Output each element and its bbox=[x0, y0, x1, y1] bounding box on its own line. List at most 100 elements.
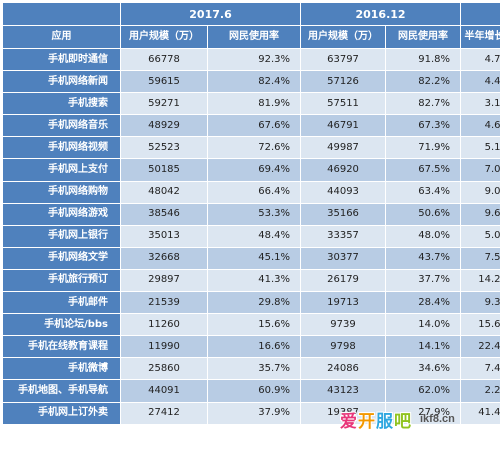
col-header-users-2017: 用户规模（万） bbox=[120, 25, 208, 49]
users-2016-cell: 26179 bbox=[300, 268, 387, 293]
app-cell: 手机即时通信 bbox=[2, 47, 121, 72]
users-2016-cell: 44093 bbox=[300, 180, 387, 204]
app-cell: 手机网上订外卖 bbox=[2, 401, 121, 425]
users-2017-cell: 21539 bbox=[120, 291, 208, 315]
table-body: 手机即时通信6677892.3%6379791.8%4.7%手机网络新闻5961… bbox=[2, 47, 500, 425]
watermark-logo: 爱开服吧 bbox=[340, 411, 412, 432]
app-cell: 手机搜索 bbox=[2, 92, 121, 116]
users-2016-cell: 24086 bbox=[300, 357, 387, 381]
app-cell: 手机网络购物 bbox=[2, 180, 121, 204]
app-cell: 手机网络音乐 bbox=[2, 114, 121, 138]
users-2016-cell: 30377 bbox=[300, 246, 387, 270]
growth-cell: 4.7% bbox=[460, 47, 500, 72]
users-2017-cell: 52523 bbox=[120, 136, 208, 160]
growth-cell: 9.6% bbox=[460, 202, 500, 226]
rate-2016-cell: 67.5% bbox=[385, 158, 462, 182]
rate-2016-cell: 14.0% bbox=[385, 313, 462, 337]
app-cell: 手机邮件 bbox=[2, 291, 121, 315]
col-header-rate-2016: 网民使用率 bbox=[385, 25, 462, 49]
growth-cell: 7.4% bbox=[460, 357, 500, 381]
rate-2017-cell: 72.6% bbox=[206, 136, 302, 160]
app-cell: 手机网络游戏 bbox=[2, 202, 121, 226]
users-2016-cell: 33357 bbox=[300, 224, 387, 248]
users-2016-cell: 57126 bbox=[300, 70, 387, 94]
users-2017-cell: 59271 bbox=[120, 92, 208, 116]
users-2017-cell: 29897 bbox=[120, 268, 208, 293]
users-2016-cell: 35166 bbox=[300, 202, 387, 226]
rate-2016-cell: 14.1% bbox=[385, 335, 462, 359]
users-2016-cell: 19713 bbox=[300, 291, 387, 315]
app-cell: 手机网络文学 bbox=[2, 246, 121, 270]
users-2016-cell: 46791 bbox=[300, 114, 387, 138]
users-2017-cell: 59615 bbox=[120, 70, 208, 94]
rate-2017-cell: 66.4% bbox=[206, 180, 302, 204]
users-2016-cell: 63797 bbox=[300, 47, 387, 72]
growth-cell: 41.4% bbox=[460, 401, 500, 425]
rate-2017-cell: 15.6% bbox=[206, 313, 302, 337]
users-2016-cell: 46920 bbox=[300, 158, 387, 182]
site-watermark: 爱开服吧 ikf8.cn bbox=[340, 408, 498, 432]
app-cell: 手机论坛/bbs bbox=[2, 313, 121, 337]
app-cell: 手机网络视频 bbox=[2, 136, 121, 160]
app-usage-table: 2017.6 2016.12 应用 用户规模（万） 网民使用率 用户规模（万） … bbox=[2, 2, 500, 425]
app-cell: 手机在线教育课程 bbox=[2, 335, 121, 359]
app-cell: 手机网上银行 bbox=[2, 224, 121, 248]
rate-2017-cell: 67.6% bbox=[206, 114, 302, 138]
period-2017-header: 2017.6 bbox=[119, 2, 302, 26]
growth-cell: 4.6% bbox=[460, 114, 500, 138]
app-cell: 手机地图、手机导航 bbox=[2, 379, 121, 403]
users-2017-cell: 11260 bbox=[120, 313, 208, 337]
rate-2017-cell: 82.4% bbox=[206, 70, 302, 94]
rate-2017-cell: 48.4% bbox=[206, 224, 302, 248]
rate-2017-cell: 16.6% bbox=[206, 335, 302, 359]
rate-2017-cell: 81.9% bbox=[206, 92, 302, 116]
users-2017-cell: 25860 bbox=[120, 357, 208, 381]
growth-cell: 4.4% bbox=[460, 70, 500, 94]
rate-2016-cell: 48.0% bbox=[385, 224, 462, 248]
rate-2017-cell: 45.1% bbox=[206, 246, 302, 270]
growth-cell: 7.0% bbox=[460, 158, 500, 182]
rate-2016-cell: 71.9% bbox=[385, 136, 462, 160]
users-2017-cell: 48929 bbox=[120, 114, 208, 138]
users-2016-cell: 43123 bbox=[300, 379, 387, 403]
growth-cell: 15.6% bbox=[460, 313, 500, 337]
users-2016-cell: 9798 bbox=[300, 335, 387, 359]
col-header-app: 应用 bbox=[2, 25, 121, 49]
users-2017-cell: 38546 bbox=[120, 202, 208, 226]
users-2017-cell: 48042 bbox=[120, 180, 208, 204]
rate-2016-cell: 82.2% bbox=[385, 70, 462, 94]
app-cell: 手机网上支付 bbox=[2, 158, 121, 182]
rate-2017-cell: 69.4% bbox=[206, 158, 302, 182]
rate-2016-cell: 28.4% bbox=[385, 291, 462, 315]
app-cell: 手机网络新闻 bbox=[2, 70, 121, 94]
growth-cell: 2.2% bbox=[460, 379, 500, 403]
growth-cell: 9.3% bbox=[460, 291, 500, 315]
rate-2016-cell: 34.6% bbox=[385, 357, 462, 381]
rate-2017-cell: 37.9% bbox=[206, 401, 302, 425]
users-2017-cell: 44091 bbox=[120, 379, 208, 403]
users-2016-cell: 49987 bbox=[300, 136, 387, 160]
watermark-url: ikf8.cn bbox=[420, 413, 455, 425]
users-2016-cell: 57511 bbox=[300, 92, 387, 116]
growth-cell: 22.4% bbox=[460, 335, 500, 359]
rate-2016-cell: 62.0% bbox=[385, 379, 462, 403]
rate-2016-cell: 43.7% bbox=[385, 246, 462, 270]
col-header-growth: 半年增长率 bbox=[460, 25, 500, 49]
users-2016-cell: 9739 bbox=[300, 313, 387, 337]
rate-2016-cell: 50.6% bbox=[385, 202, 462, 226]
rate-2016-cell: 27.9% bbox=[385, 401, 462, 425]
